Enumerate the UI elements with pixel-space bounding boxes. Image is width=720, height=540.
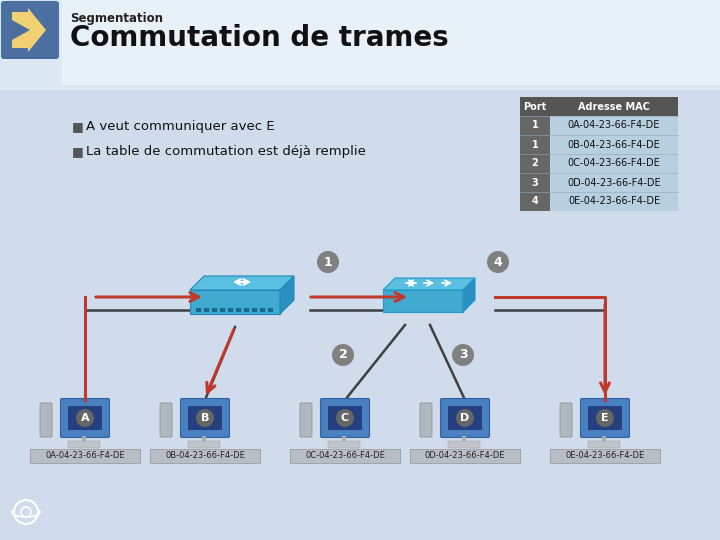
Text: B: B — [201, 413, 210, 423]
Circle shape — [456, 409, 474, 427]
Polygon shape — [383, 290, 463, 312]
FancyBboxPatch shape — [68, 406, 102, 430]
Circle shape — [596, 409, 614, 427]
FancyBboxPatch shape — [188, 406, 222, 430]
FancyBboxPatch shape — [181, 399, 230, 437]
FancyBboxPatch shape — [212, 308, 217, 312]
Text: 1: 1 — [323, 255, 333, 268]
Text: A: A — [81, 413, 89, 423]
FancyBboxPatch shape — [268, 308, 273, 312]
Text: 1: 1 — [531, 139, 539, 150]
FancyBboxPatch shape — [448, 441, 480, 448]
Polygon shape — [190, 290, 280, 314]
FancyBboxPatch shape — [588, 406, 622, 430]
FancyBboxPatch shape — [244, 308, 249, 312]
Text: 0C-04-23-66-F4-DE: 0C-04-23-66-F4-DE — [567, 159, 660, 168]
Text: 2: 2 — [338, 348, 347, 361]
FancyBboxPatch shape — [60, 399, 109, 437]
FancyBboxPatch shape — [62, 0, 720, 85]
FancyBboxPatch shape — [320, 399, 369, 437]
Circle shape — [332, 344, 354, 366]
FancyBboxPatch shape — [520, 154, 550, 173]
FancyBboxPatch shape — [550, 192, 678, 211]
FancyBboxPatch shape — [236, 308, 241, 312]
FancyBboxPatch shape — [462, 436, 466, 442]
FancyBboxPatch shape — [328, 406, 362, 430]
FancyBboxPatch shape — [228, 308, 233, 312]
FancyBboxPatch shape — [204, 308, 209, 312]
FancyBboxPatch shape — [160, 403, 172, 437]
Text: D: D — [460, 413, 469, 423]
FancyBboxPatch shape — [410, 449, 520, 463]
FancyBboxPatch shape — [420, 403, 432, 437]
Text: Segmentation: Segmentation — [70, 12, 163, 25]
Circle shape — [76, 409, 94, 427]
FancyBboxPatch shape — [220, 308, 225, 312]
FancyBboxPatch shape — [520, 135, 550, 154]
FancyBboxPatch shape — [68, 441, 100, 448]
Text: 0E-04-23-66-F4-DE: 0E-04-23-66-F4-DE — [565, 451, 644, 461]
FancyBboxPatch shape — [520, 173, 550, 192]
Text: 0C-04-23-66-F4-DE: 0C-04-23-66-F4-DE — [305, 451, 385, 461]
FancyBboxPatch shape — [550, 449, 660, 463]
FancyBboxPatch shape — [580, 399, 629, 437]
Text: C: C — [341, 413, 349, 423]
Text: 0A-04-23-66-F4-DE: 0A-04-23-66-F4-DE — [45, 451, 125, 461]
FancyBboxPatch shape — [0, 0, 720, 90]
Text: 3: 3 — [531, 178, 539, 187]
FancyBboxPatch shape — [188, 441, 220, 448]
Text: Adresse MAC: Adresse MAC — [578, 102, 650, 111]
Text: ■: ■ — [72, 145, 84, 158]
FancyBboxPatch shape — [202, 436, 206, 442]
Text: 0B-04-23-66-F4-DE: 0B-04-23-66-F4-DE — [567, 139, 660, 150]
FancyBboxPatch shape — [520, 116, 550, 135]
FancyBboxPatch shape — [550, 154, 678, 173]
FancyBboxPatch shape — [300, 403, 312, 437]
FancyBboxPatch shape — [550, 97, 678, 116]
FancyBboxPatch shape — [252, 308, 257, 312]
Circle shape — [487, 251, 509, 273]
FancyBboxPatch shape — [1, 1, 59, 59]
Text: 0D-04-23-66-F4-DE: 0D-04-23-66-F4-DE — [425, 451, 505, 461]
FancyBboxPatch shape — [441, 399, 490, 437]
Text: Commutation de trames: Commutation de trames — [70, 24, 449, 52]
Polygon shape — [463, 278, 475, 312]
Text: 4: 4 — [531, 197, 539, 206]
Circle shape — [196, 409, 214, 427]
FancyBboxPatch shape — [290, 449, 400, 463]
FancyBboxPatch shape — [82, 436, 86, 442]
Text: 0B-04-23-66-F4-DE: 0B-04-23-66-F4-DE — [165, 451, 245, 461]
FancyBboxPatch shape — [150, 449, 260, 463]
Polygon shape — [12, 8, 46, 52]
Text: ■: ■ — [72, 120, 84, 133]
Polygon shape — [190, 276, 294, 290]
Text: A veut communiquer avec E: A veut communiquer avec E — [86, 120, 274, 133]
Text: 4: 4 — [494, 255, 503, 268]
FancyBboxPatch shape — [550, 116, 678, 135]
Polygon shape — [280, 276, 294, 314]
FancyBboxPatch shape — [342, 436, 346, 442]
FancyBboxPatch shape — [588, 441, 620, 448]
Text: 0A-04-23-66-F4-DE: 0A-04-23-66-F4-DE — [568, 120, 660, 131]
Text: 3: 3 — [459, 348, 467, 361]
Circle shape — [336, 409, 354, 427]
FancyBboxPatch shape — [328, 441, 360, 448]
Text: 0E-04-23-66-F4-DE: 0E-04-23-66-F4-DE — [568, 197, 660, 206]
Text: E: E — [601, 413, 609, 423]
Text: 2: 2 — [531, 159, 539, 168]
Text: 1: 1 — [531, 120, 539, 131]
Text: Port: Port — [523, 102, 546, 111]
FancyBboxPatch shape — [550, 173, 678, 192]
FancyBboxPatch shape — [260, 308, 265, 312]
FancyBboxPatch shape — [520, 97, 550, 116]
FancyBboxPatch shape — [40, 403, 52, 437]
FancyBboxPatch shape — [602, 436, 606, 442]
Polygon shape — [383, 278, 475, 290]
FancyBboxPatch shape — [448, 406, 482, 430]
Circle shape — [317, 251, 339, 273]
FancyBboxPatch shape — [30, 449, 140, 463]
Text: 0D-04-23-66-F4-DE: 0D-04-23-66-F4-DE — [567, 178, 661, 187]
FancyBboxPatch shape — [550, 135, 678, 154]
Circle shape — [452, 344, 474, 366]
